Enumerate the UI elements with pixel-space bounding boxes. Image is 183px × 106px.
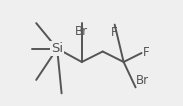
Text: Si: Si xyxy=(51,42,63,55)
Text: Br: Br xyxy=(75,25,88,38)
Text: Br: Br xyxy=(136,74,150,87)
Text: F: F xyxy=(143,47,150,59)
Text: F: F xyxy=(111,26,118,39)
